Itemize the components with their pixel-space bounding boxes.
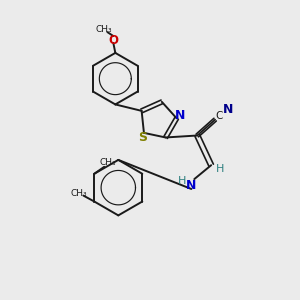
Text: CH₃: CH₃ <box>100 158 116 167</box>
Text: H: H <box>178 176 187 186</box>
Text: O: O <box>108 34 118 46</box>
Text: N: N <box>174 109 185 122</box>
Text: N: N <box>223 103 233 116</box>
Text: CH₃: CH₃ <box>95 25 112 34</box>
Text: CH₃: CH₃ <box>70 189 87 198</box>
Text: S: S <box>138 131 147 144</box>
Text: N: N <box>186 178 197 191</box>
Text: H: H <box>216 164 224 174</box>
Text: C: C <box>215 111 223 121</box>
